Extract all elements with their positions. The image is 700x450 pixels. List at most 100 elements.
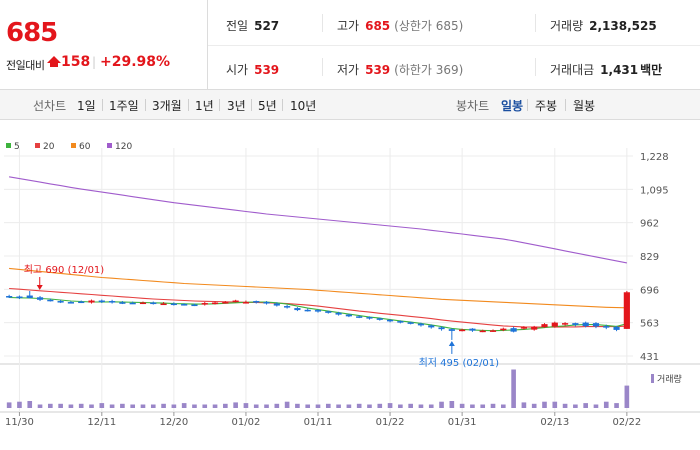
y-tick-label: 563 xyxy=(640,319,659,330)
volume-bar xyxy=(573,404,578,408)
candle-body xyxy=(325,311,332,313)
y-tick-label: 431 xyxy=(640,352,659,363)
volume-bar xyxy=(212,404,218,408)
tab-1y[interactable]: 1년 xyxy=(195,99,214,113)
candle-body xyxy=(407,322,414,324)
stat-sub: (상한가 685) xyxy=(394,19,464,33)
tab-divider xyxy=(102,99,103,111)
candle-body xyxy=(459,329,466,332)
high-arrowhead-icon xyxy=(36,285,43,291)
tab-3m[interactable]: 3개월 xyxy=(152,99,182,113)
candle-body xyxy=(417,323,425,326)
divider xyxy=(322,58,323,76)
tab-3y[interactable]: 3년 xyxy=(227,99,246,113)
candle-body xyxy=(150,302,157,305)
volume-bar xyxy=(305,404,311,408)
candle-body xyxy=(16,296,23,299)
candles xyxy=(6,291,630,340)
candle-body xyxy=(551,322,558,327)
x-tick-label: 01/22 xyxy=(376,417,405,428)
candle-body xyxy=(489,330,497,332)
volume-bar xyxy=(68,404,74,408)
candle-body xyxy=(273,303,280,306)
tab-1d[interactable]: 1일 xyxy=(77,99,96,113)
up-arrow-icon xyxy=(47,56,61,63)
y-tick-label: 1,228 xyxy=(640,152,669,163)
candle-body xyxy=(469,328,476,331)
volume-bar xyxy=(531,403,537,408)
volume-bar xyxy=(27,401,33,408)
candle-body xyxy=(397,321,404,323)
x-tick-label: 01/02 xyxy=(232,417,261,428)
chart-tabbar: 선차트 1일 1주일 3개월 1년 3년 5년 10년 봉차트 일봉 주봉 월봉 xyxy=(0,90,700,120)
candle-body xyxy=(428,325,435,328)
stat-label: 전일 xyxy=(226,19,249,33)
candle-body xyxy=(98,300,105,303)
volume-bar xyxy=(387,403,393,408)
tab-5y[interactable]: 5년 xyxy=(258,99,277,113)
legend-label-60: 60 xyxy=(79,142,91,152)
stat-open: 시가 539 xyxy=(226,61,279,78)
stat-volume: 거래량 2,138,525 xyxy=(550,17,657,34)
volume-bar xyxy=(58,403,63,408)
line-chart-label: 선차트 xyxy=(33,99,67,113)
ma60-line xyxy=(9,267,627,309)
candle-body xyxy=(160,303,167,306)
candle-body xyxy=(263,302,270,304)
volume-bar xyxy=(593,404,599,408)
candle-body xyxy=(139,302,147,305)
candle-body xyxy=(531,326,538,330)
tab-divider xyxy=(282,99,283,111)
x-tick-label: 11/30 xyxy=(5,417,34,428)
candle-body xyxy=(232,300,239,303)
tab-divider xyxy=(219,99,220,111)
divider xyxy=(535,58,536,76)
volume-bar xyxy=(511,369,516,408)
volume-bar xyxy=(253,404,259,408)
y-tick-label: 962 xyxy=(640,219,659,230)
legend-label-20: 20 xyxy=(43,142,55,152)
volume-bar xyxy=(583,403,588,408)
volume-bar xyxy=(315,404,321,408)
stat-label: 거래량 xyxy=(550,19,584,33)
tab-divider xyxy=(188,99,189,111)
candle-body xyxy=(345,314,352,317)
tab-10y[interactable]: 10년 xyxy=(290,99,317,113)
stock-chart: 5 20 60 120 최고 690 (12/01) 최저 495 (02/01) 1,… xyxy=(0,142,700,428)
volume-legend-swatch xyxy=(651,374,654,383)
change-label: 전일대비 xyxy=(6,59,45,72)
volume-bars: 거래량 xyxy=(6,369,682,408)
volume-bar xyxy=(6,402,12,408)
volume-bar xyxy=(192,404,197,408)
candle-body xyxy=(26,295,33,299)
candle-body xyxy=(222,302,229,304)
candle-body xyxy=(500,328,507,331)
candle-body xyxy=(109,301,116,303)
volume-bar xyxy=(284,401,290,408)
volume-bar xyxy=(130,404,136,408)
volume-bar xyxy=(161,403,166,408)
change-separator: | xyxy=(92,55,97,69)
volume-bar xyxy=(325,403,331,408)
tab-daily[interactable]: 일봉 xyxy=(501,99,524,113)
annotations: 최고 690 (12/01) 최저 495 (02/01) xyxy=(24,264,499,369)
candle-body xyxy=(57,301,64,303)
stat-amount: 거래대금 1,431 백만 xyxy=(550,61,662,78)
volume-bar xyxy=(223,403,228,408)
change-rate: +29.98% xyxy=(100,54,171,70)
volume-bar xyxy=(171,404,177,408)
quote-header: 685 전일대비 158 | +29.98% 전일 527 고가 685 (상한가 6… xyxy=(0,0,700,90)
stat-value: 1,431 xyxy=(600,63,639,77)
tab-weekly[interactable]: 주봉 xyxy=(535,99,558,113)
volume-bar xyxy=(37,404,43,408)
stat-low: 저가 539 (하한가 369) xyxy=(337,61,463,78)
tab-1w[interactable]: 1주일 xyxy=(109,99,139,113)
x-tick-label: 12/11 xyxy=(87,417,116,428)
volume-bar xyxy=(48,403,53,408)
stat-label: 고가 xyxy=(337,19,360,33)
tab-monthly[interactable]: 월봉 xyxy=(573,99,596,113)
candle-body xyxy=(592,323,600,327)
volume-bar xyxy=(603,401,609,408)
volume-bar xyxy=(356,403,362,408)
volume-bar xyxy=(346,404,352,408)
